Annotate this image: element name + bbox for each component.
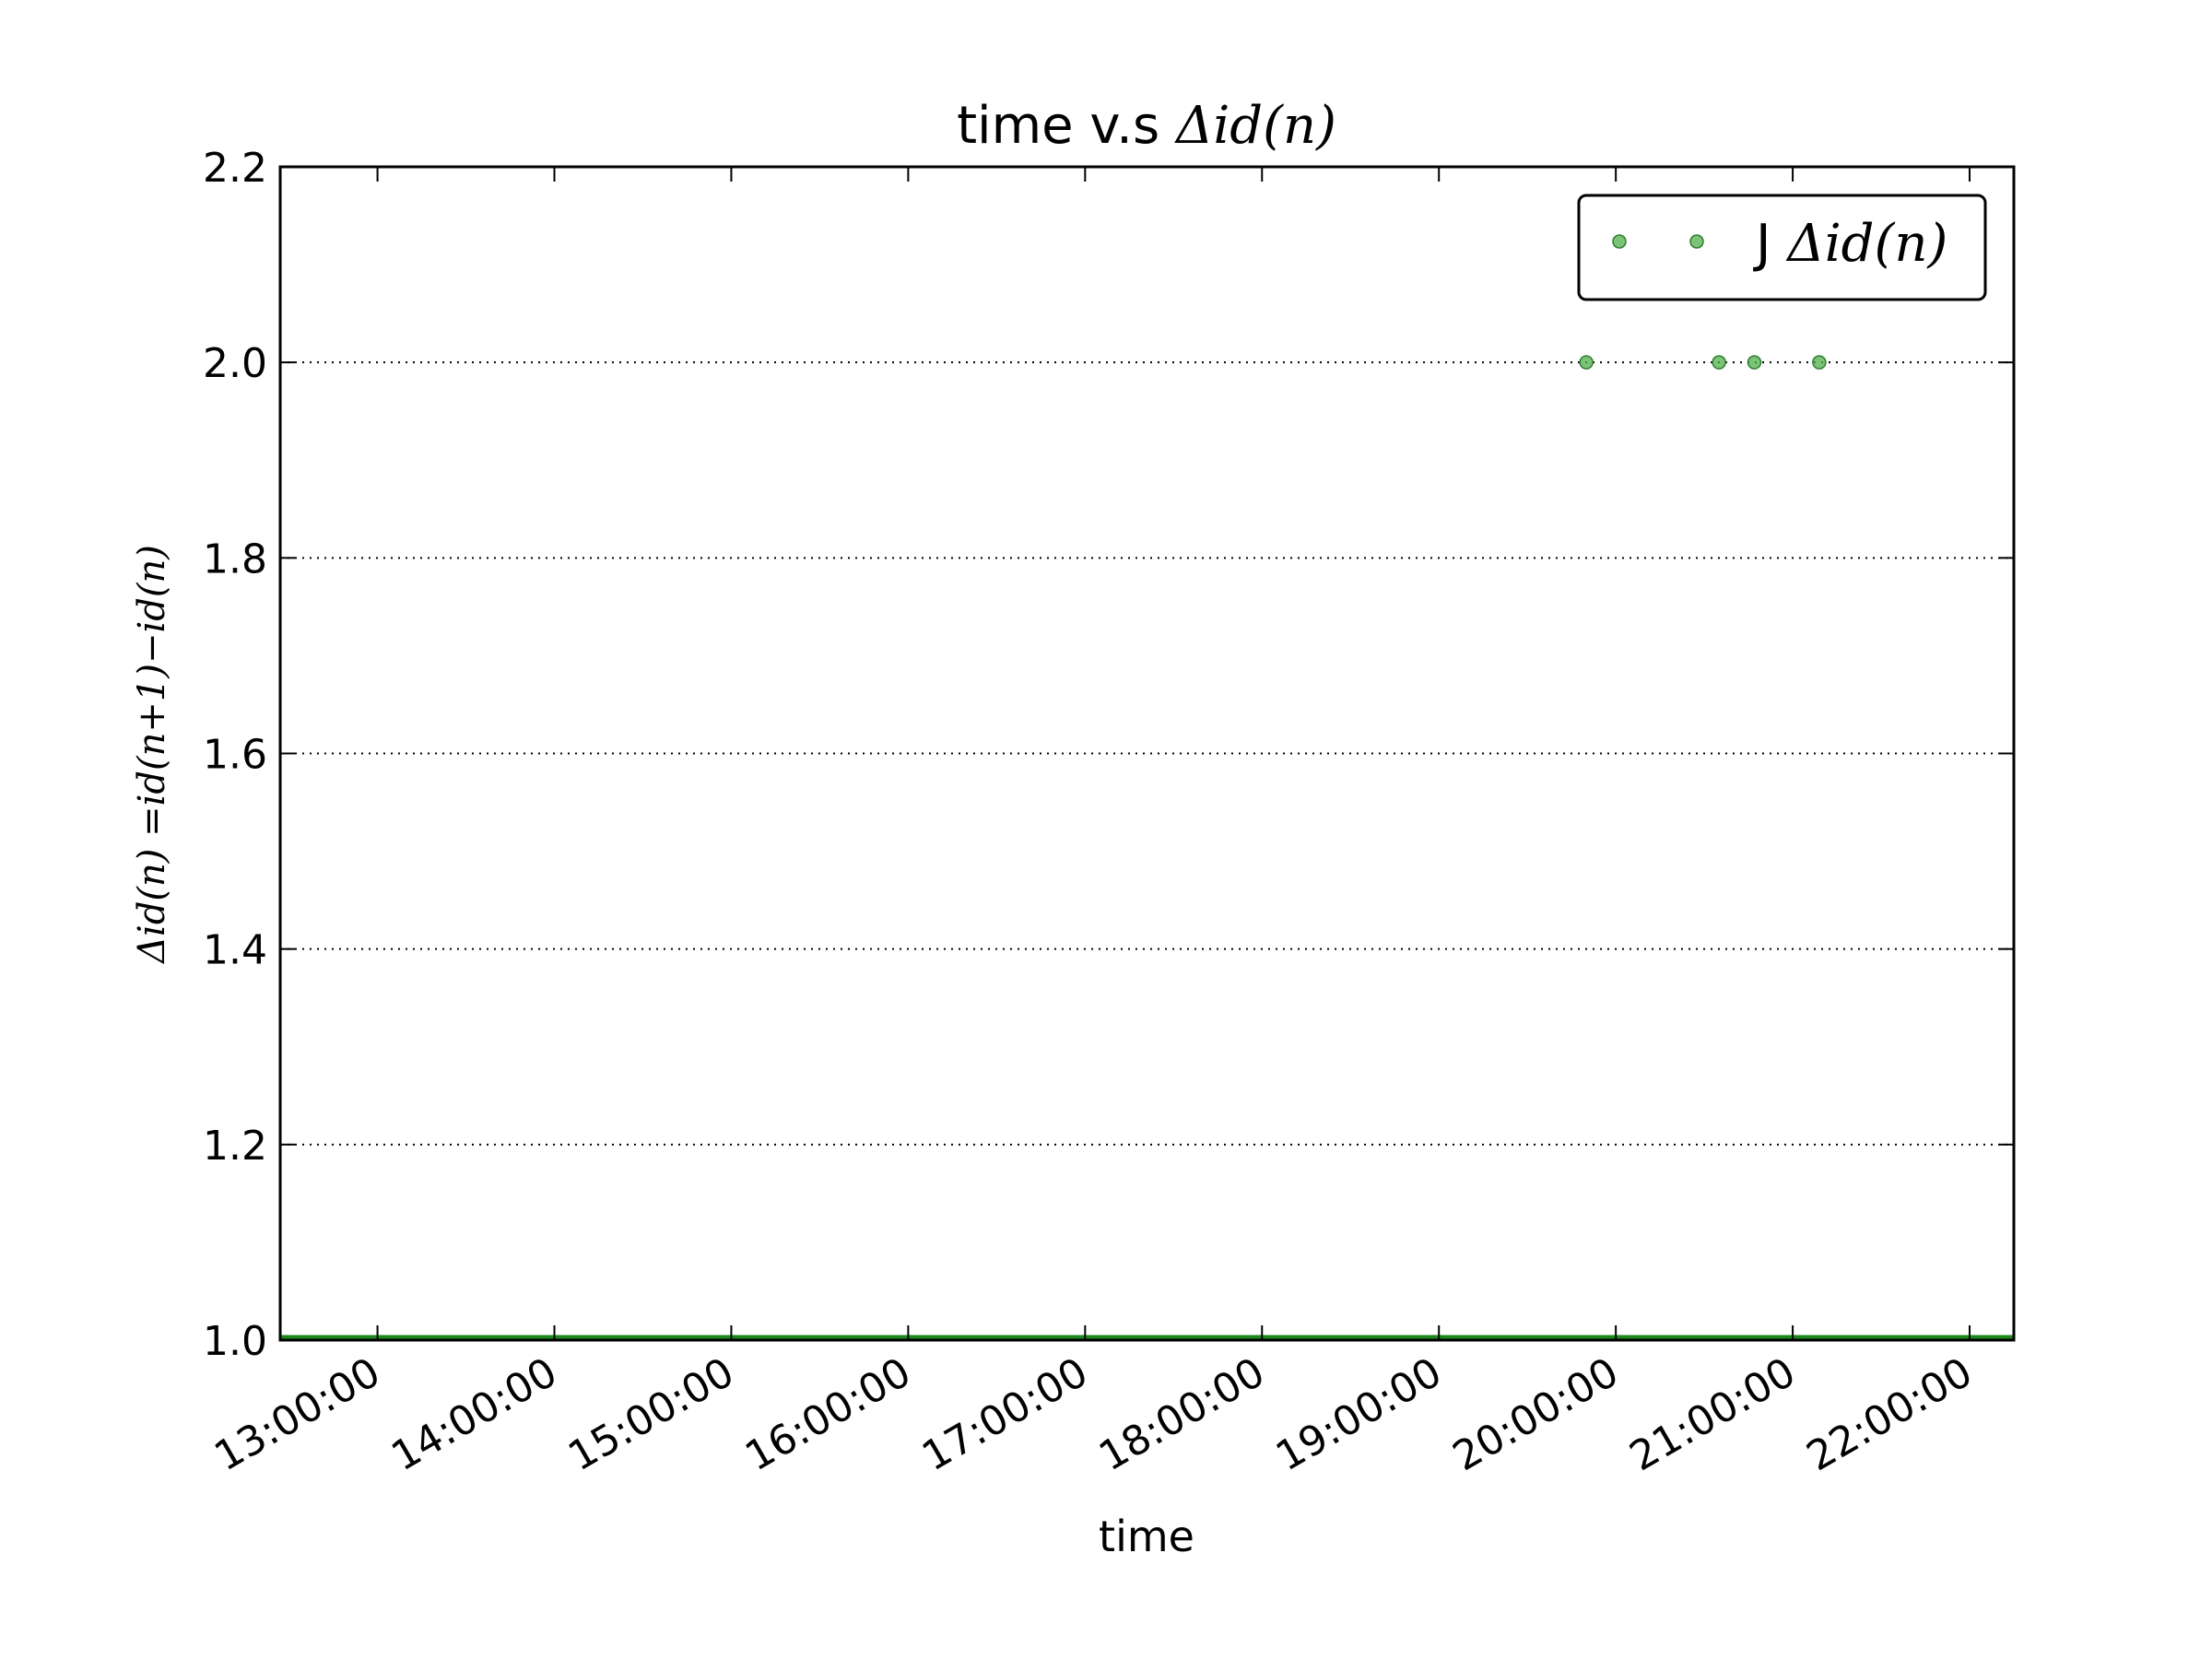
data-point [1812, 355, 1827, 370]
x-tick-label: 16:00:00 [737, 1348, 919, 1480]
chart-title-math: Δid(n) [1174, 96, 1336, 156]
y-tick-label: 1.8 [203, 535, 267, 582]
y-tick-label: 2.2 [203, 145, 267, 192]
legend-marker-1 [1612, 234, 1627, 249]
x-tick-label: 17:00:00 [914, 1348, 1096, 1480]
grid-lines [280, 361, 2014, 1146]
x-tick-label: 22:00:00 [1799, 1348, 1981, 1480]
legend-box [1577, 194, 1987, 301]
legend-entry-label: J Δid(n) [1753, 214, 1947, 274]
legend-marker-2 [1689, 234, 1704, 249]
legend-entry-math: Δid(n) [1785, 214, 1947, 274]
x-tick-label: 21:00:00 [1622, 1348, 1804, 1480]
plot-area-frame [278, 165, 2016, 1342]
y-axis-label: Δid(n) =id(n+1)−id(n) [131, 545, 173, 965]
chart-title-text: time v.s [957, 96, 1176, 156]
legend-entry-prefix: J [1753, 214, 1787, 274]
x-tick-label: 15:00:00 [560, 1348, 742, 1480]
y-tick-label: 2.0 [203, 340, 267, 387]
y-axis: 1.0 1.2 1.4 1.6 1.8 2.0 2.2 [203, 145, 2014, 1365]
legend: J Δid(n) [1577, 194, 1987, 301]
x-tick-label: 13:00:00 [206, 1348, 388, 1480]
x-axis-label: time [1099, 1512, 1194, 1561]
y-tick-label: 1.2 [203, 1123, 267, 1170]
y-tick-label: 1.0 [203, 1318, 267, 1365]
x-tick-label: 18:00:00 [1091, 1348, 1273, 1480]
x-tick-label: 19:00:00 [1268, 1348, 1450, 1480]
data-point [1712, 355, 1726, 370]
data-points [1579, 355, 1827, 370]
chart-title: time v.s Δid(n) [957, 96, 1336, 156]
y-tick-label: 1.4 [203, 927, 267, 974]
x-tick-label: 20:00:00 [1445, 1348, 1627, 1480]
data-point [1579, 355, 1594, 370]
data-point [1747, 355, 1762, 370]
y-tick-label: 1.6 [203, 732, 267, 779]
x-tick-label: 14:00:00 [383, 1348, 565, 1480]
